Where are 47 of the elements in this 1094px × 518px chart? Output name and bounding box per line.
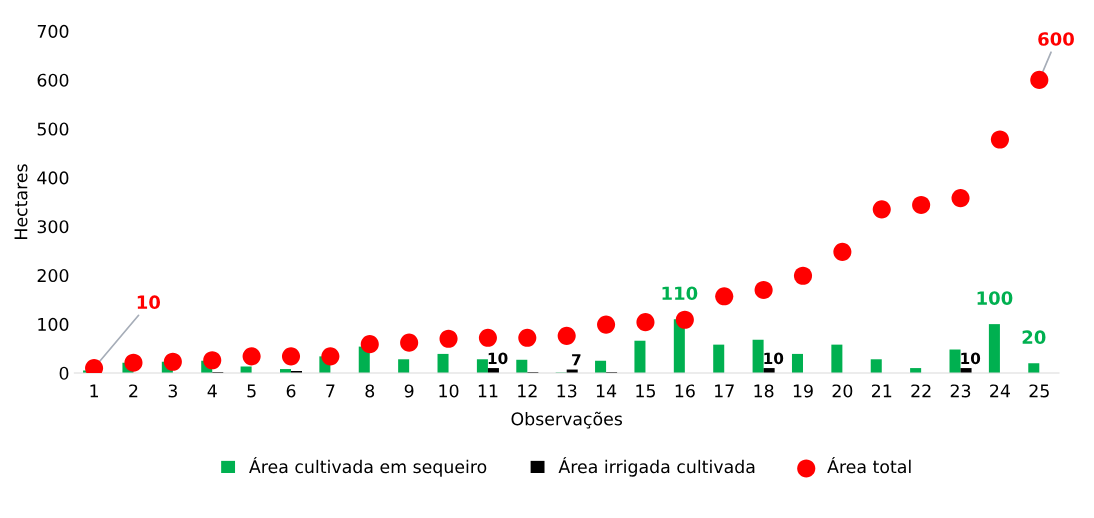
- data-label: 100: [977, 291, 1013, 305]
- y-tick-label: 700: [37, 24, 69, 38]
- x-tick-label: 23: [950, 384, 971, 398]
- y-tick-label: 100: [38, 317, 69, 331]
- data-label: 20: [1022, 330, 1046, 344]
- x-tick-label: 8: [365, 384, 375, 398]
- x-tick-label: 21: [871, 384, 892, 398]
- x-tick-label: 9: [404, 384, 414, 398]
- x-tick-label: 13: [557, 384, 577, 398]
- x-tick-label: 11: [478, 384, 498, 398]
- x-tick-label: 24: [990, 384, 1010, 398]
- x-tick-label: 5: [247, 384, 256, 398]
- x-tick-label: 2: [129, 384, 138, 398]
- y-tick-label: 300: [37, 220, 69, 234]
- data-label: 7: [572, 354, 581, 366]
- x-tick-label: 14: [596, 384, 617, 398]
- x-tick-label: 6: [286, 384, 296, 398]
- x-tick-label: 17: [715, 384, 734, 398]
- y-tick-label: 200: [37, 268, 69, 283]
- legend-label: Área total: [827, 456, 911, 474]
- x-tick-label: 16: [675, 384, 695, 398]
- data-label: 10: [137, 295, 161, 310]
- data-label: 600: [1038, 32, 1074, 46]
- data-label: 10: [961, 352, 981, 365]
- x-tick-label: 4: [207, 384, 217, 398]
- y-tick-label: 0: [59, 366, 69, 380]
- x-tick-label: 7: [326, 384, 335, 398]
- y-axis-title: Hectares: [14, 164, 28, 239]
- data-label: 10: [764, 352, 784, 365]
- x-axis-title: Observações: [511, 411, 623, 429]
- x-tick-label: 22: [911, 384, 931, 398]
- x-tick-label: 25: [1029, 384, 1049, 398]
- x-tick-label: 12: [518, 384, 537, 398]
- y-tick-label: 500: [37, 122, 69, 136]
- legend-label: Área cultivada em sequeiro: [249, 456, 487, 477]
- x-tick-label: 15: [636, 384, 655, 398]
- legend-label: Área irrigada cultivada: [558, 456, 755, 477]
- x-tick-label: 18: [754, 384, 774, 398]
- x-tick-label: 19: [793, 384, 813, 398]
- data-label: 10: [488, 352, 508, 365]
- x-tick-label: 20: [832, 384, 853, 398]
- x-tick-label: 3: [168, 384, 177, 398]
- x-tick-label: 10: [439, 384, 459, 398]
- x-tick-label: 1: [90, 384, 98, 398]
- data-label: 110: [662, 286, 698, 301]
- y-tick-label: 400: [37, 171, 69, 185]
- y-tick-label: 600: [37, 73, 69, 87]
